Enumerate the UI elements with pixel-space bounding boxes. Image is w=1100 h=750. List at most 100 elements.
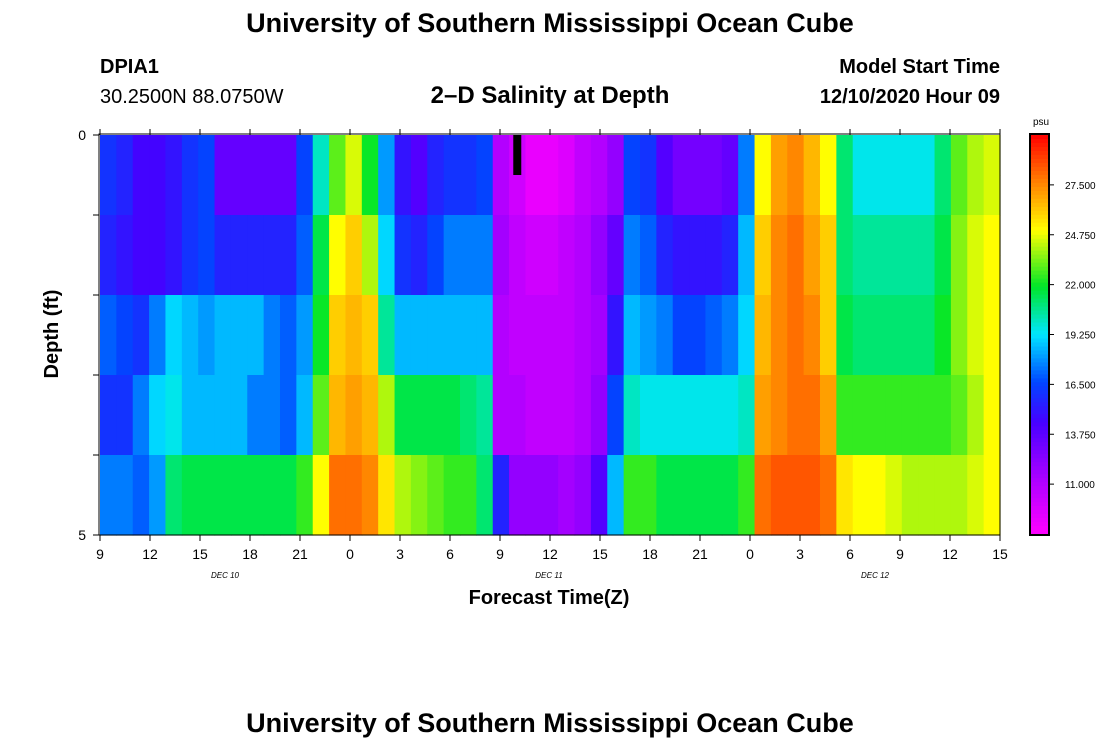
- heatmap-cell: [247, 495, 265, 536]
- heatmap-cell: [280, 375, 297, 416]
- heatmap-cell: [345, 135, 363, 176]
- colorbar-swatch: [1031, 150, 1048, 156]
- heatmap-cell: [329, 375, 347, 416]
- heatmap-cell: [165, 335, 183, 376]
- heatmap-cell: [541, 375, 559, 416]
- heatmap-cell: [967, 215, 985, 256]
- heatmap-cell: [754, 175, 772, 216]
- heatmap-cell: [820, 135, 837, 176]
- colorbar-swatch: [1031, 338, 1048, 344]
- heatmap-cell: [852, 175, 870, 216]
- x-axis-label: Forecast Time(Z): [469, 587, 630, 609]
- heatmap-cell: [149, 375, 167, 416]
- heatmap-cell: [656, 455, 674, 496]
- x-tick-label: 18: [242, 546, 258, 562]
- heatmap-cell: [934, 455, 952, 496]
- colorbar-swatch: [1031, 530, 1048, 535]
- heatmap-cell: [869, 215, 887, 256]
- heatmap-cell: [918, 255, 936, 296]
- colorbar-ticks: 11.000 13.750 16.500 19.250 22.000 24.750 27.5…: [1049, 181, 1096, 491]
- heatmap-cell: [230, 215, 248, 256]
- heatmap-cell: [509, 175, 527, 216]
- heatmap-cell: [312, 495, 330, 536]
- heatmap-cell: [705, 335, 723, 376]
- heatmap-cell: [754, 495, 772, 536]
- heatmap-cell: [312, 415, 330, 456]
- heatmap-cell: [214, 455, 232, 496]
- heatmap-cell: [525, 495, 543, 536]
- heatmap-cell: [509, 375, 527, 416]
- heatmap-cell: [509, 495, 527, 536]
- heatmap-cell: [492, 495, 510, 536]
- heatmap-cell: [721, 335, 739, 376]
- heatmap-cell: [869, 455, 887, 496]
- heatmap-cell: [836, 135, 854, 176]
- heatmap-cell: [116, 255, 134, 296]
- heatmap-cell: [410, 175, 428, 216]
- heatmap-cell: [983, 215, 1001, 256]
- heatmap-cell: [296, 335, 314, 376]
- footer-title: University of Southern Mississippi Ocean…: [246, 708, 854, 738]
- colorbar-swatch: [1031, 242, 1048, 248]
- heatmap-cell: [492, 255, 510, 296]
- heatmap-cell: [230, 495, 248, 536]
- heatmap-cell: [640, 495, 657, 536]
- heatmap-cell: [443, 335, 461, 376]
- colorbar-swatch: [1031, 298, 1048, 304]
- colorbar-tick-label: 27.500: [1065, 181, 1096, 192]
- colorbar-swatch: [1031, 294, 1048, 300]
- colorbar-swatch: [1031, 366, 1048, 372]
- heatmap-cell: [427, 335, 445, 376]
- heatmap-cell: [492, 455, 510, 496]
- colorbar-swatch: [1031, 386, 1048, 391]
- heatmap-cell: [558, 135, 576, 176]
- heatmap-cell: [165, 255, 183, 296]
- heatmap-cell: [460, 255, 477, 296]
- colorbar-tick-label: 24.750: [1065, 231, 1096, 242]
- heatmap-cell: [165, 215, 183, 256]
- heatmap-cell: [820, 375, 837, 416]
- heatmap-cell: [525, 135, 543, 176]
- heatmap-cell: [509, 215, 527, 256]
- heatmap-cell: [165, 415, 183, 456]
- colorbar-swatch: [1031, 230, 1048, 236]
- x-tick-label: 9: [496, 546, 504, 562]
- heatmap-cell: [443, 175, 461, 216]
- heatmap-cell: [230, 295, 248, 336]
- heatmap-cell: [754, 295, 772, 336]
- heatmap-cell: [132, 215, 150, 256]
- heatmap-cell: [378, 455, 396, 496]
- heatmap-cell: [623, 415, 641, 456]
- heatmap-cell: [263, 175, 281, 216]
- heatmap-cell: [558, 455, 576, 496]
- heatmap-cell: [100, 255, 117, 296]
- colorbar-swatch: [1031, 138, 1048, 144]
- heatmap-cell: [738, 375, 756, 416]
- heatmap-cell: [427, 135, 445, 176]
- heatmap-cell: [983, 495, 1001, 536]
- heatmap-cell: [214, 255, 232, 296]
- heatmap-cell: [198, 135, 216, 176]
- heatmap-cell: [541, 255, 559, 296]
- heatmap-cell: [492, 295, 510, 336]
- heatmap-cell: [770, 415, 788, 456]
- heatmap-cell: [427, 455, 445, 496]
- heatmap-cell: [770, 335, 788, 376]
- heatmap-cell: [100, 175, 117, 216]
- heatmap-cell: [525, 375, 543, 416]
- x-tick-label: 0: [746, 546, 754, 562]
- heatmap-cell: [754, 215, 772, 256]
- heatmap-cell: [361, 375, 379, 416]
- heatmap-cell: [738, 215, 756, 256]
- heatmap-cell: [427, 215, 445, 256]
- heatmap-cell: [738, 455, 756, 496]
- colorbar-swatch: [1031, 258, 1048, 264]
- heatmap-cell: [312, 335, 330, 376]
- heatmap-cell: [836, 335, 854, 376]
- colorbar-swatch: [1031, 498, 1048, 503]
- heatmap-cell: [967, 335, 985, 376]
- colorbar-swatch: [1031, 286, 1048, 292]
- heatmap-cell: [869, 135, 887, 176]
- heatmap-cell: [247, 175, 265, 216]
- heatmap-cell: [607, 455, 625, 496]
